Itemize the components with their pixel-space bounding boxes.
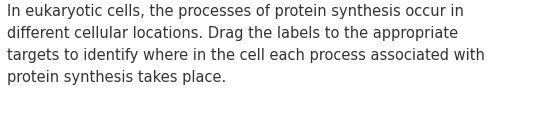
- Text: In eukaryotic cells, the processes of protein synthesis occur in
different cellu: In eukaryotic cells, the processes of pr…: [7, 4, 484, 85]
